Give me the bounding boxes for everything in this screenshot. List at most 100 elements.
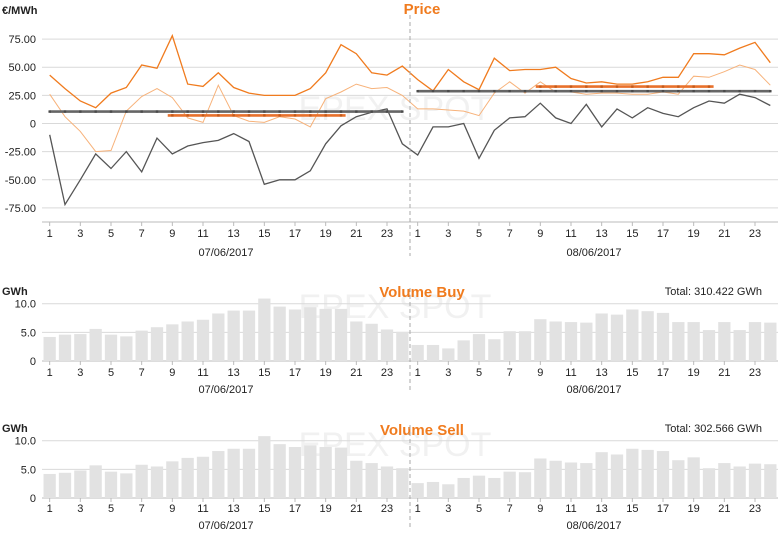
price-ytick-label: -75.00 [5,203,36,215]
price-xtick-label: 21 [350,228,362,240]
buy-bar [334,308,348,361]
buy-bar [580,322,593,361]
price-base-marker [293,110,297,113]
buy-xtick-label: 7 [139,367,145,379]
buy-bar [549,321,562,361]
price-base-marker [94,110,97,113]
price-xtick-label: 3 [77,228,83,240]
price-base-marker [539,89,542,93]
price-base-marker [462,89,465,93]
price-ytick-label: -50.00 [5,175,36,187]
buy-bar [656,312,670,361]
buy-bar [58,334,72,361]
price-base-marker [493,89,496,93]
sell-xtick-label: 7 [139,503,145,515]
buy-xtick-label: 11 [197,367,208,379]
price-xtick-label: 15 [626,228,638,240]
price-base-marker [355,110,358,113]
price-base-marker [707,89,711,93]
price-base-marker [508,89,511,93]
sell-bar [350,460,363,498]
sell-bar [580,463,593,498]
buy-bar [626,309,639,361]
price-base-marker [278,110,281,113]
buy-bar [288,309,302,361]
price-peak-marker [615,85,619,88]
price-peak-marker [309,114,312,117]
sell-chart-title: Volume Sell [380,422,464,439]
buy-bar [411,344,424,361]
price-base-marker [324,110,327,113]
price-base-marker [309,110,312,113]
price-ytick-label: 75.00 [8,34,36,46]
price-peak-marker [585,85,588,88]
buy-xtick-label: 23 [749,367,761,379]
price-base-marker [385,110,389,113]
buy-xtick-label: 5 [476,367,482,379]
price-peak-marker [600,85,603,88]
sell-xtick-label: 9 [537,503,543,515]
buy-bar [687,322,700,361]
price-chart-title: Price [404,1,441,18]
buy-bar [672,322,685,361]
buy-bar [641,311,654,361]
sell-ytick-label: 0 [30,493,36,505]
sell-bar [273,444,286,498]
sell-bar [120,473,133,498]
sell-bar [687,457,700,498]
sell-bar [196,456,210,498]
price-base-marker [477,89,481,93]
buy-bar [242,310,256,361]
buy-xtick-label: 9 [169,367,175,379]
sell-xtick-label: 9 [169,503,175,515]
sell-bar [442,484,455,498]
price-base-marker [370,110,373,113]
price-unit-label: €/MWh [2,5,38,17]
buy-bar [564,322,578,361]
sell-bar [89,465,102,498]
price-base-marker [738,89,741,93]
sell-bar [135,464,148,498]
price-peak-marker [263,114,266,117]
price-base-marker [48,110,51,113]
price-peak-marker [692,85,695,88]
sell-total-label: Total: 302.566 GWh [665,423,762,435]
buy-total-label: Total: 310.422 GWh [665,286,762,298]
sell-xtick-label: 15 [258,503,270,515]
buy-bar [610,314,624,361]
buy-xtick-label: 13 [596,367,608,379]
buy-bar [150,327,164,361]
sell-bar [595,452,608,498]
price-xtick-label: 19 [688,228,700,240]
buy-date-label-day1: 07/06/2017 [198,384,253,396]
buy-unit-label: GWh [2,286,28,298]
sell-bar [212,451,225,498]
price-ytick-label: 25.00 [8,90,36,102]
price-peak-marker [646,85,649,88]
buy-xtick-label: 19 [688,367,700,379]
buy-bar [534,319,547,361]
sell-date-label-day2: 08/06/2017 [566,520,621,532]
buy-bar [350,321,363,361]
price-xtick-label: 13 [228,228,240,240]
price-peak-marker [232,114,235,117]
price-base-marker [263,110,266,113]
price-peak-marker [554,85,557,88]
buy-bar [442,348,455,361]
sell-xtick-label: 3 [445,503,451,515]
sell-xtick-label: 5 [108,503,114,515]
sell-bar [258,436,271,498]
price-xtick-label: 17 [657,228,669,240]
price-base-marker [661,89,665,93]
price-xtick-label: 17 [289,228,301,240]
price-ytick-label: -25.00 [5,147,36,159]
price-peak-marker [217,114,220,117]
buy-xtick-label: 15 [258,367,270,379]
buy-bar [488,339,501,361]
sell-xtick-label: 23 [749,503,761,515]
sell-xtick-label: 11 [565,503,576,515]
sell-bar [610,454,624,498]
price-xtick-label: 19 [320,228,332,240]
